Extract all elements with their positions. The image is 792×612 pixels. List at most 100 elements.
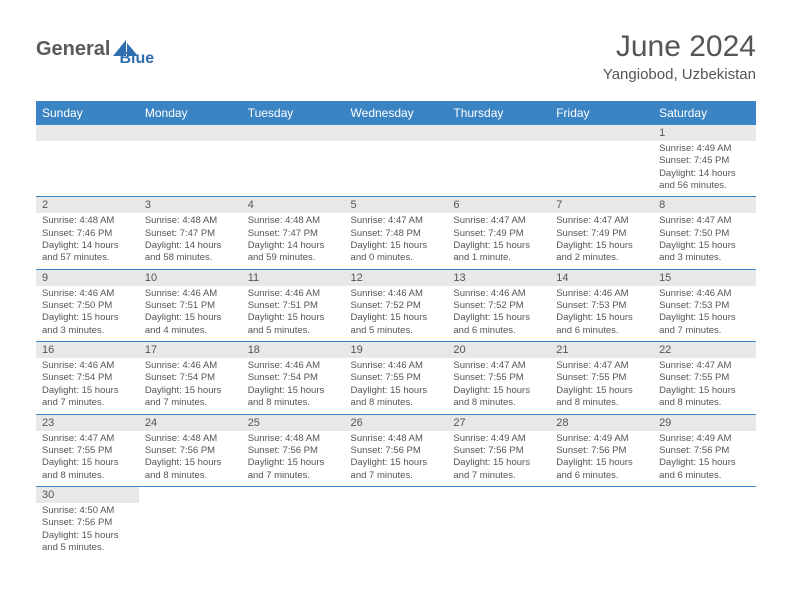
day-details: Sunrise: 4:46 AMSunset: 7:51 PMDaylight:… (139, 286, 242, 341)
day-details: Sunrise: 4:46 AMSunset: 7:53 PMDaylight:… (653, 286, 756, 341)
calendar-cell (139, 486, 242, 558)
day-number: 23 (36, 415, 139, 431)
calendar-cell: 18Sunrise: 4:46 AMSunset: 7:54 PMDayligh… (242, 342, 345, 414)
day-details: Sunrise: 4:48 AMSunset: 7:47 PMDaylight:… (139, 213, 242, 268)
calendar-cell: 24Sunrise: 4:48 AMSunset: 7:56 PMDayligh… (139, 414, 242, 486)
calendar-cell (345, 125, 448, 197)
calendar-row: 23Sunrise: 4:47 AMSunset: 7:55 PMDayligh… (36, 414, 756, 486)
month-title: June 2024 (603, 30, 756, 64)
calendar-cell: 5Sunrise: 4:47 AMSunset: 7:48 PMDaylight… (345, 197, 448, 269)
calendar-cell: 21Sunrise: 4:47 AMSunset: 7:55 PMDayligh… (550, 342, 653, 414)
day-number: 7 (550, 197, 653, 213)
calendar-cell: 7Sunrise: 4:47 AMSunset: 7:49 PMDaylight… (550, 197, 653, 269)
day-number: 20 (447, 342, 550, 358)
day-number: 28 (550, 415, 653, 431)
day-details: Sunrise: 4:49 AMSunset: 7:56 PMDaylight:… (653, 431, 756, 486)
calendar-row: 30Sunrise: 4:50 AMSunset: 7:56 PMDayligh… (36, 486, 756, 558)
calendar-cell: 23Sunrise: 4:47 AMSunset: 7:55 PMDayligh… (36, 414, 139, 486)
day-details: Sunrise: 4:46 AMSunset: 7:54 PMDaylight:… (242, 358, 345, 413)
logo-text-general: General (36, 38, 110, 61)
day-number: 22 (653, 342, 756, 358)
calendar-cell: 28Sunrise: 4:49 AMSunset: 7:56 PMDayligh… (550, 414, 653, 486)
calendar-cell (36, 125, 139, 197)
day-number: 5 (345, 197, 448, 213)
calendar-cell: 12Sunrise: 4:46 AMSunset: 7:52 PMDayligh… (345, 269, 448, 341)
day-number: 11 (242, 270, 345, 286)
day-number: 6 (447, 197, 550, 213)
day-details: Sunrise: 4:48 AMSunset: 7:56 PMDaylight:… (242, 431, 345, 486)
day-details: Sunrise: 4:48 AMSunset: 7:56 PMDaylight:… (139, 431, 242, 486)
header: General Blue June 2024 Yangiobod, Uzbeki… (0, 0, 792, 93)
calendar-cell: 17Sunrise: 4:46 AMSunset: 7:54 PMDayligh… (139, 342, 242, 414)
day-number: 8 (653, 197, 756, 213)
title-block: June 2024 Yangiobod, Uzbekistan (603, 30, 756, 83)
calendar-cell (550, 486, 653, 558)
day-number: 19 (345, 342, 448, 358)
day-details: Sunrise: 4:46 AMSunset: 7:50 PMDaylight:… (36, 286, 139, 341)
day-details: Sunrise: 4:48 AMSunset: 7:46 PMDaylight:… (36, 213, 139, 268)
calendar-cell: 15Sunrise: 4:46 AMSunset: 7:53 PMDayligh… (653, 269, 756, 341)
day-number: 25 (242, 415, 345, 431)
calendar-cell: 26Sunrise: 4:48 AMSunset: 7:56 PMDayligh… (345, 414, 448, 486)
weekday-header: Friday (550, 101, 653, 125)
calendar-cell: 29Sunrise: 4:49 AMSunset: 7:56 PMDayligh… (653, 414, 756, 486)
day-details: Sunrise: 4:49 AMSunset: 7:56 PMDaylight:… (550, 431, 653, 486)
day-details: Sunrise: 4:46 AMSunset: 7:54 PMDaylight:… (139, 358, 242, 413)
calendar-cell: 14Sunrise: 4:46 AMSunset: 7:53 PMDayligh… (550, 269, 653, 341)
calendar-cell: 25Sunrise: 4:48 AMSunset: 7:56 PMDayligh… (242, 414, 345, 486)
day-details: Sunrise: 4:46 AMSunset: 7:55 PMDaylight:… (345, 358, 448, 413)
day-number: 24 (139, 415, 242, 431)
weekday-header: Tuesday (242, 101, 345, 125)
calendar-row: 2Sunrise: 4:48 AMSunset: 7:46 PMDaylight… (36, 197, 756, 269)
day-number: 15 (653, 270, 756, 286)
calendar-cell: 19Sunrise: 4:46 AMSunset: 7:55 PMDayligh… (345, 342, 448, 414)
day-number: 17 (139, 342, 242, 358)
calendar-cell: 16Sunrise: 4:46 AMSunset: 7:54 PMDayligh… (36, 342, 139, 414)
weekday-header: Thursday (447, 101, 550, 125)
calendar-cell: 3Sunrise: 4:48 AMSunset: 7:47 PMDaylight… (139, 197, 242, 269)
logo-text-blue: Blue (119, 50, 154, 68)
day-number: 18 (242, 342, 345, 358)
day-details: Sunrise: 4:47 AMSunset: 7:50 PMDaylight:… (653, 213, 756, 268)
calendar-cell: 30Sunrise: 4:50 AMSunset: 7:56 PMDayligh… (36, 486, 139, 558)
calendar-cell (550, 125, 653, 197)
weekday-header: Saturday (653, 101, 756, 125)
day-number: 9 (36, 270, 139, 286)
location: Yangiobod, Uzbekistan (603, 66, 756, 83)
day-details: Sunrise: 4:48 AMSunset: 7:56 PMDaylight:… (345, 431, 448, 486)
day-number: 26 (345, 415, 448, 431)
day-details: Sunrise: 4:47 AMSunset: 7:55 PMDaylight:… (36, 431, 139, 486)
day-number: 21 (550, 342, 653, 358)
calendar-row: 16Sunrise: 4:46 AMSunset: 7:54 PMDayligh… (36, 342, 756, 414)
day-number: 27 (447, 415, 550, 431)
weekday-header: Monday (139, 101, 242, 125)
calendar-cell: 1Sunrise: 4:49 AMSunset: 7:45 PMDaylight… (653, 125, 756, 197)
day-number: 16 (36, 342, 139, 358)
day-details: Sunrise: 4:46 AMSunset: 7:52 PMDaylight:… (447, 286, 550, 341)
day-number: 13 (447, 270, 550, 286)
day-details: Sunrise: 4:46 AMSunset: 7:54 PMDaylight:… (36, 358, 139, 413)
calendar-cell: 9Sunrise: 4:46 AMSunset: 7:50 PMDaylight… (36, 269, 139, 341)
calendar-cell: 4Sunrise: 4:48 AMSunset: 7:47 PMDaylight… (242, 197, 345, 269)
day-number: 3 (139, 197, 242, 213)
calendar-cell (242, 125, 345, 197)
day-details: Sunrise: 4:47 AMSunset: 7:55 PMDaylight:… (653, 358, 756, 413)
day-details: Sunrise: 4:47 AMSunset: 7:55 PMDaylight:… (447, 358, 550, 413)
day-details: Sunrise: 4:46 AMSunset: 7:53 PMDaylight:… (550, 286, 653, 341)
calendar-table: SundayMondayTuesdayWednesdayThursdayFrid… (36, 101, 756, 558)
day-details: Sunrise: 4:46 AMSunset: 7:52 PMDaylight:… (345, 286, 448, 341)
calendar-body: 1Sunrise: 4:49 AMSunset: 7:45 PMDaylight… (36, 125, 756, 558)
calendar-cell (653, 486, 756, 558)
day-details: Sunrise: 4:47 AMSunset: 7:49 PMDaylight:… (550, 213, 653, 268)
calendar-cell (139, 125, 242, 197)
calendar-cell: 11Sunrise: 4:46 AMSunset: 7:51 PMDayligh… (242, 269, 345, 341)
logo: General Blue (36, 30, 154, 68)
day-number: 12 (345, 270, 448, 286)
day-details: Sunrise: 4:49 AMSunset: 7:45 PMDaylight:… (653, 141, 756, 196)
day-number: 4 (242, 197, 345, 213)
day-number: 2 (36, 197, 139, 213)
day-details: Sunrise: 4:48 AMSunset: 7:47 PMDaylight:… (242, 213, 345, 268)
calendar-cell (447, 486, 550, 558)
weekday-header-row: SundayMondayTuesdayWednesdayThursdayFrid… (36, 101, 756, 125)
calendar-cell: 10Sunrise: 4:46 AMSunset: 7:51 PMDayligh… (139, 269, 242, 341)
